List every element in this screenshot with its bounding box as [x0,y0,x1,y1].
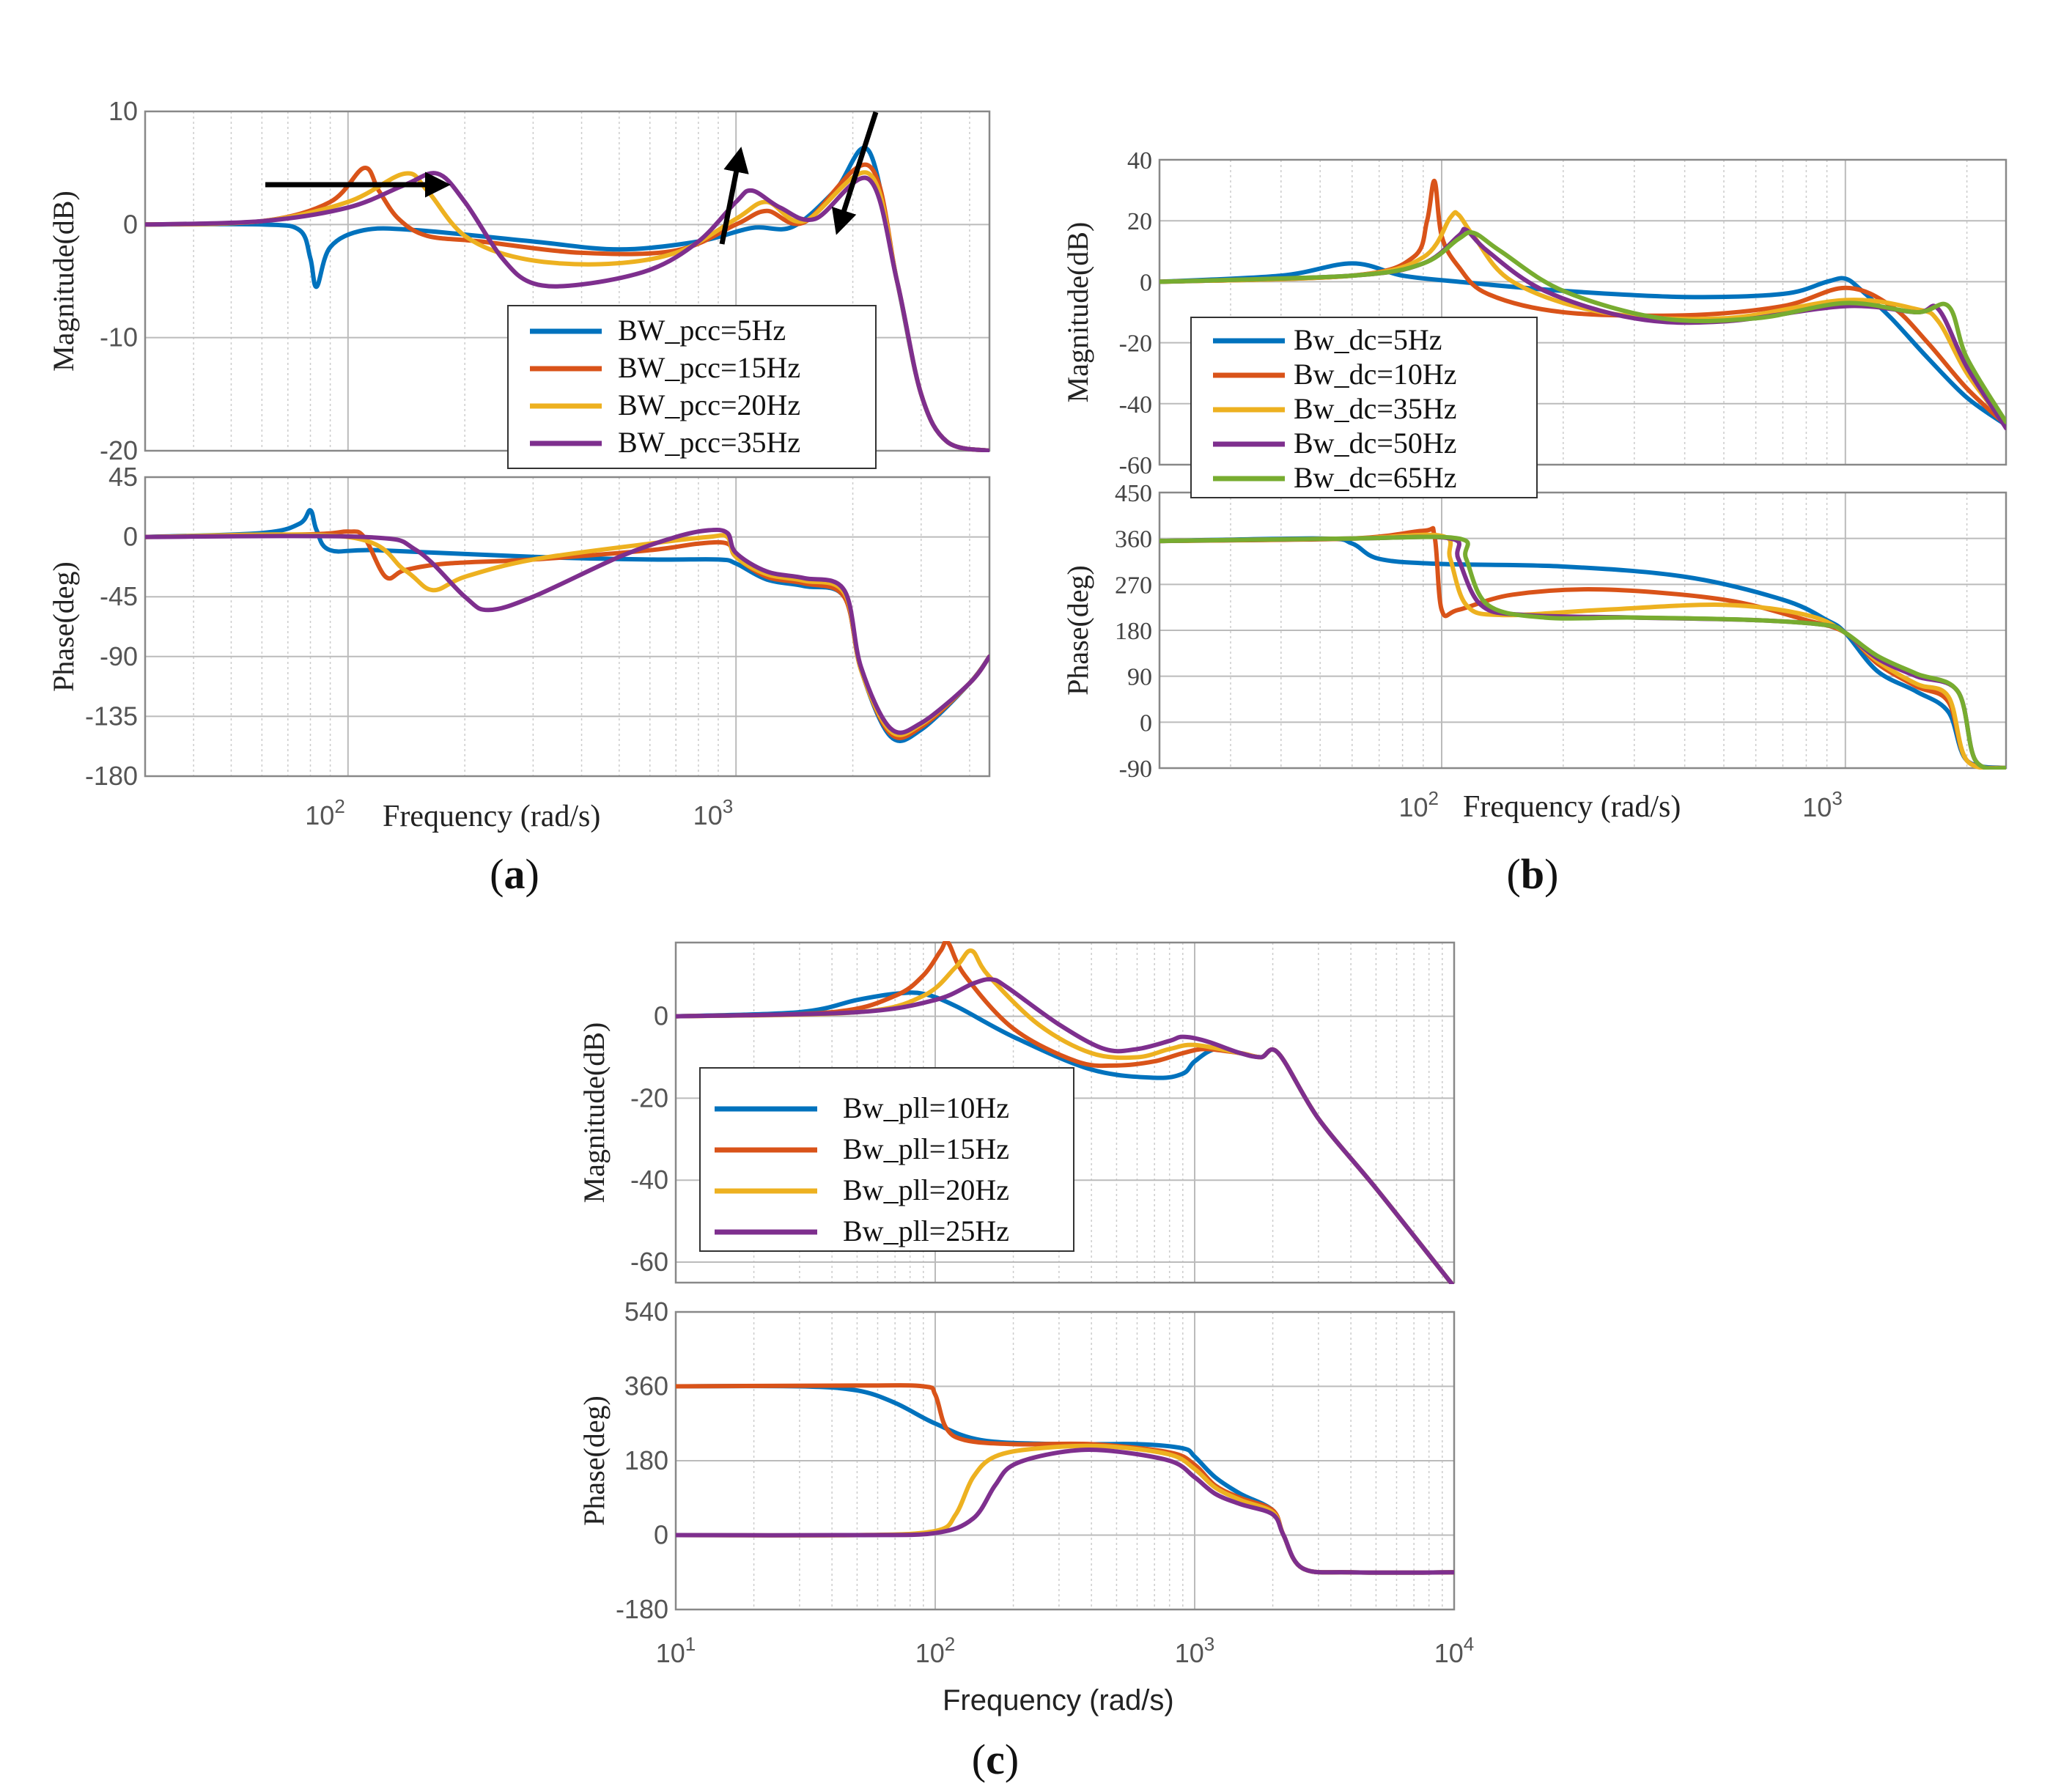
b-phase-ytick-label: 360 [1115,526,1152,553]
c-xtick-label: 102 [915,1633,956,1668]
a-legend-entry: BW_pcc=5Hz [618,314,786,347]
c-xlabel: Frequency (rad/s) [943,1684,1174,1717]
c-magnitude-ytick-label: -40 [630,1165,668,1195]
a-phase-line-series-4 [145,527,989,735]
b-phase-series-group [1159,526,2006,770]
c-magnitude-frame [674,941,1456,1284]
b-magnitude-series-group [1159,179,2006,431]
b-magnitude-line-series-1 [1159,261,2006,427]
a-magnitude-line-series-4 [145,171,989,452]
a-phase-series-group [145,508,989,743]
a-magnitude-ytick-label: 0 [123,209,138,239]
c-legend-entry: Bw_pll=20Hz [843,1173,1009,1206]
a-legend-entry: BW_pcc=15Hz [618,351,800,384]
b-legend-entry: Bw_dc=10Hz [1294,358,1457,391]
b-legend-entry: Bw_dc=35Hz [1294,392,1457,425]
c-xtick-label: 104 [1434,1633,1475,1668]
c-legend-entry: Bw_pll=15Hz [843,1132,1009,1165]
a-xtick-label: 103 [693,795,734,830]
c-magnitude-line-series-4 [676,977,1454,1284]
a-phase-ytick-label: -45 [100,581,138,611]
b-xtick-label: 102 [1398,787,1439,822]
b-legend-entry: Bw_dc=5Hz [1294,323,1442,356]
b-magnitude-line-series-2 [1159,179,2006,427]
c-phase-ylabel: Phase(deg) [578,1395,611,1526]
b-phase-ytick-label: 450 [1115,480,1152,507]
b-legend: Bw_dc=5HzBw_dc=10HzBw_dc=35HzBw_dc=50HzB… [1190,317,1538,498]
a-phase-ytick-label: 0 [123,522,138,552]
a-xlabel: Frequency (rad/s) [383,800,600,833]
c-magnitude-ytick-label: -60 [630,1247,668,1277]
c-xtick-label: 103 [1175,1633,1215,1668]
c-phase-line-series-4 [676,1448,1454,1575]
c-magnitude-series-group [676,941,1454,1284]
shift-arrow-up [719,147,749,245]
b-magnitude-ytick-label: -40 [1119,391,1152,418]
a-xtick-label: 102 [305,795,345,830]
c-phase-ytick-label: -180 [616,1594,668,1624]
c-panel-label: (c) [972,1736,1019,1783]
c-legend: Bw_pll=10Hz Bw_pll=15Hz Bw_pll=20Hz Bw_pll=… [699,1067,1074,1252]
c-legend-entry: Bw_pll=25Hz [843,1214,1009,1247]
b-phase-ytick-label: 0 [1140,709,1152,737]
b-panel-label: (b) [1507,850,1559,898]
a-magnitude-ytick-label: -10 [100,322,138,353]
c-legend-box [699,1067,1074,1252]
panel-c: 0 -20 -40 -60 540 360 180 0 -180 Magnitude(dB) Pha… [578,941,1474,1783]
a-panel-label: (a) [490,850,539,898]
a-magnitude-ytick-label: 10 [108,96,138,126]
a-phase-ytick-label: -180 [85,761,138,791]
a-magnitude-ylabel: Magnitude(dB) [47,191,80,372]
b-magnitude-ytick-label: 20 [1127,208,1152,235]
b-magnitude-line-series-5 [1159,229,2006,424]
a-legend-entry: BW_pcc=35Hz [618,426,800,459]
b-phase-ytick-label: -90 [1119,756,1152,783]
a-phase-ytick-label: -90 [100,641,138,671]
b-magnitude-line-series-3 [1159,210,2006,427]
a-phase-ytick-label: -135 [85,701,138,731]
a-phase-frame [144,476,991,778]
b-phase-frame [1158,491,2007,770]
b-legend-entry: Bw_dc=50Hz [1294,427,1457,460]
c-phase-ytick-label: 360 [624,1371,668,1401]
a-phase-ytick-label: 45 [108,462,138,492]
b-magnitude-ytick-label: 0 [1140,269,1152,296]
b-magnitude-ytick-label: 40 [1127,147,1152,174]
c-phase-series-group [676,1383,1454,1575]
a-legend: BW_pcc=5Hz BW_pcc=15Hz BW_pcc=20Hz BW_pcc=3… [507,305,877,469]
b-phase-line-series-5 [1159,534,2006,770]
b-phase-ytick-label: 180 [1115,618,1152,645]
c-legend-entry: Bw_pll=10Hz [843,1091,1009,1124]
b-phase-ylabel: Phase(deg) [1061,565,1094,696]
b-magnitude-ylabel: Magnitude(dB) [1061,222,1094,403]
a-legend-entry: BW_pcc=20Hz [618,388,800,421]
annotation-layer [265,111,879,245]
c-phase-ytick-label: 180 [624,1445,668,1475]
c-magnitude-ylabel: Magnitude(dB) [578,1022,611,1203]
c-phase-ytick-label: 540 [624,1297,668,1327]
b-phase-line-series-2 [1159,526,2006,770]
b-phase-ytick-label: 270 [1115,572,1152,599]
shift-arrow-down [831,111,879,235]
b-phase-ytick-label: 90 [1127,664,1152,691]
c-phase-frame [674,1310,1456,1611]
b-xlabel: Frequency (rad/s) [1463,790,1681,824]
plots-layer: 100-10-20450-45-90-135-180Magnitude(dB)P… [47,96,2007,1783]
a-magnitude-series-group [145,145,989,452]
c-magnitude-ytick-label: -20 [630,1083,668,1113]
b-phase-line-series-1 [1159,536,2006,770]
b-magnitude-ytick-label: -20 [1119,331,1152,358]
c-magnitude-ytick-label: 0 [654,1001,668,1031]
b-magnitude-ytick-label: -60 [1119,452,1152,479]
c-xtick-label: 101 [656,1633,696,1668]
c-phase-ytick-label: 0 [654,1520,668,1550]
a-phase-ylabel: Phase(deg) [47,561,80,692]
b-magnitude-frame [1158,158,2007,466]
b-legend-entry: Bw_dc=65Hz [1294,461,1457,494]
b-xtick-label: 103 [1802,787,1843,822]
a-magnitude-ytick-label: -20 [100,435,138,465]
